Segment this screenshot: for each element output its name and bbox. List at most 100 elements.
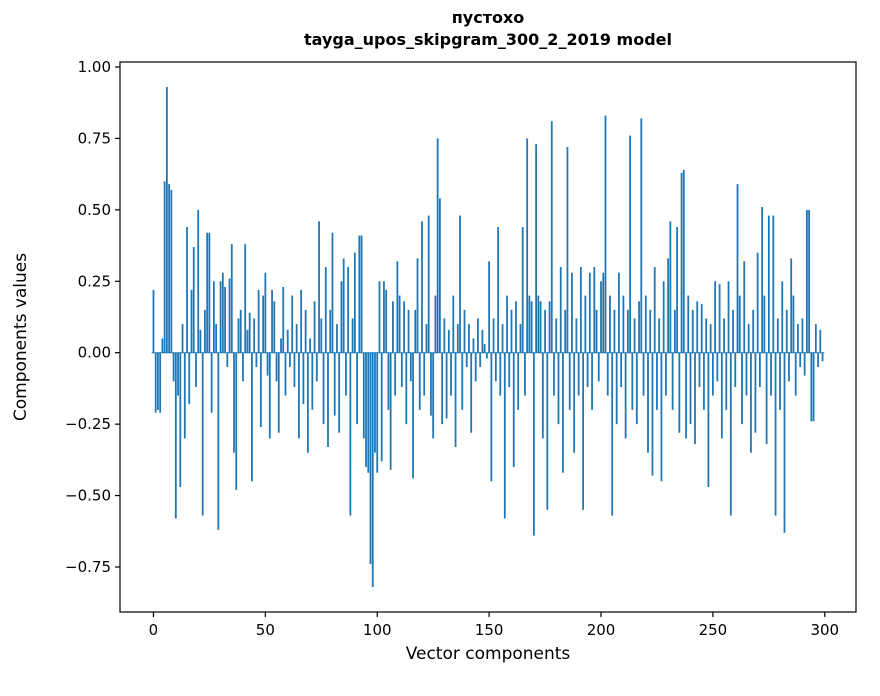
bar xyxy=(340,281,343,353)
bar xyxy=(365,352,367,467)
bar xyxy=(546,352,549,510)
bar xyxy=(394,352,397,396)
bar xyxy=(342,258,345,353)
bar xyxy=(568,352,571,410)
bar xyxy=(302,352,305,405)
bar xyxy=(524,352,526,396)
bar xyxy=(443,318,446,353)
bar xyxy=(192,247,195,353)
bar xyxy=(539,301,542,353)
bar xyxy=(309,338,311,353)
bar xyxy=(358,235,361,353)
bar xyxy=(208,232,211,353)
bar xyxy=(694,352,696,445)
bar xyxy=(389,352,392,470)
bar xyxy=(494,352,497,382)
bar xyxy=(336,324,338,353)
bar xyxy=(320,318,323,353)
bar xyxy=(689,352,692,425)
bar xyxy=(248,312,251,353)
bar xyxy=(709,324,712,353)
bar xyxy=(235,352,238,490)
bar xyxy=(638,301,640,353)
bar xyxy=(403,301,405,353)
bar xyxy=(550,121,553,353)
bar xyxy=(754,352,757,433)
bar xyxy=(345,352,347,396)
bar xyxy=(244,244,247,353)
bar xyxy=(313,301,316,353)
x-tick-label: 200 xyxy=(587,621,616,639)
bar xyxy=(792,295,795,353)
bar xyxy=(165,87,168,353)
bar xyxy=(201,352,204,516)
bar xyxy=(183,352,186,439)
bar xyxy=(206,232,209,353)
bar xyxy=(298,352,300,439)
bar xyxy=(725,352,728,410)
y-tick-label: −0.75 xyxy=(65,558,111,576)
bar xyxy=(535,144,538,353)
bar xyxy=(421,221,423,353)
bar xyxy=(716,352,719,382)
bar xyxy=(217,352,220,530)
bar xyxy=(425,324,428,353)
bar xyxy=(497,227,499,353)
bar xyxy=(219,281,222,353)
bar xyxy=(530,301,533,353)
bar xyxy=(286,329,289,353)
bar xyxy=(441,352,444,425)
bar xyxy=(680,172,683,353)
bar xyxy=(653,267,656,353)
bar xyxy=(215,324,218,353)
bar xyxy=(512,352,515,467)
bar xyxy=(168,184,171,353)
bar xyxy=(579,267,582,353)
bar xyxy=(506,295,508,353)
bar xyxy=(604,115,607,353)
bar xyxy=(477,318,479,353)
bar xyxy=(521,227,524,353)
bar xyxy=(676,227,678,353)
bar xyxy=(347,267,350,353)
bar xyxy=(157,352,159,410)
bar xyxy=(268,352,271,439)
bar xyxy=(667,258,670,353)
bar xyxy=(369,352,372,565)
bar xyxy=(465,352,468,367)
bar xyxy=(714,281,717,353)
bar xyxy=(635,352,638,425)
bar xyxy=(259,352,262,427)
bar xyxy=(626,309,629,353)
bar xyxy=(691,309,694,353)
bar xyxy=(738,295,741,353)
bar xyxy=(685,352,687,439)
bar xyxy=(814,324,817,353)
bar xyxy=(349,352,352,516)
bar xyxy=(293,352,296,387)
bar xyxy=(242,352,244,382)
bar xyxy=(723,318,725,353)
bar xyxy=(204,309,206,353)
bar xyxy=(392,301,394,353)
bar xyxy=(662,281,665,353)
bar xyxy=(700,304,703,353)
bar xyxy=(615,352,618,425)
bar xyxy=(450,352,452,396)
bar xyxy=(385,289,388,353)
x-tick-label: 150 xyxy=(475,621,504,639)
bar xyxy=(186,227,188,353)
bar xyxy=(331,232,334,353)
bar xyxy=(642,352,645,396)
bar xyxy=(356,352,358,425)
bar xyxy=(562,352,564,473)
bar xyxy=(295,324,298,353)
bar xyxy=(624,352,627,439)
bar xyxy=(647,352,649,453)
bar xyxy=(212,281,215,353)
bar xyxy=(588,272,591,353)
bar xyxy=(400,352,403,387)
bar xyxy=(454,352,457,447)
bar xyxy=(333,352,336,416)
y-tick-label: −0.50 xyxy=(65,487,111,505)
